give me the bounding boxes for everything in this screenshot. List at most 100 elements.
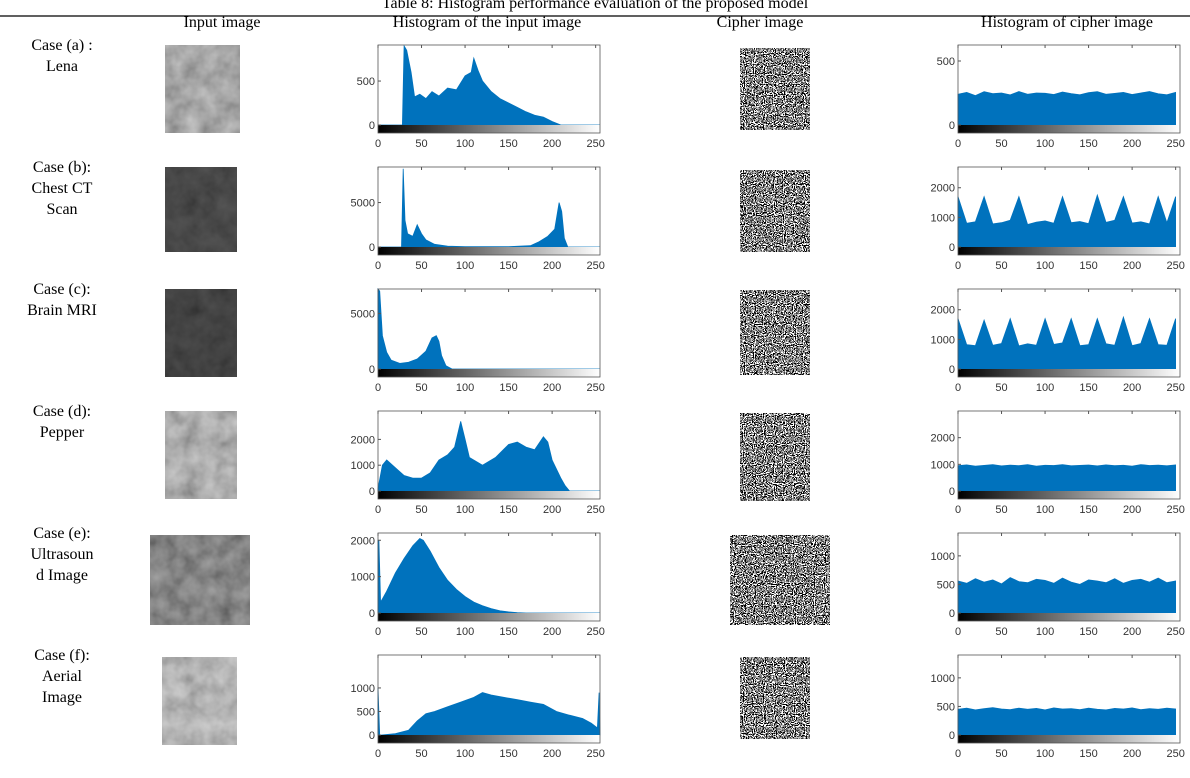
histogram-area [957, 193, 1176, 248]
y-tick-label: 0 [369, 608, 375, 620]
x-tick-label: 200 [1123, 260, 1141, 272]
x-tick-label: 50 [995, 626, 1007, 638]
x-tick-label: 200 [543, 138, 561, 150]
x-tick-label: 150 [1079, 382, 1097, 394]
y-tick-label: 0 [369, 364, 375, 376]
colorbar [378, 125, 600, 133]
colorbar [958, 247, 1180, 255]
x-tick-label: 250 [586, 748, 604, 760]
column-header: Input image [184, 14, 261, 31]
x-tick-label: 200 [1123, 138, 1141, 150]
cipher-image [740, 48, 810, 130]
x-tick-label: 100 [1036, 382, 1054, 394]
plot-frame [377, 44, 601, 134]
histogram-area [378, 44, 600, 126]
y-tick-label: 0 [949, 730, 955, 742]
x-tick-label: 50 [415, 748, 427, 760]
y-tick-label: 1000 [351, 683, 375, 695]
x-tick-label: 0 [375, 504, 381, 516]
cipher-image [740, 413, 810, 501]
x-tick-label: 0 [955, 138, 961, 150]
x-tick-label: 0 [955, 382, 961, 394]
row-label: Aerial [42, 668, 83, 685]
colorbar [378, 613, 600, 621]
x-tick-label: 50 [415, 138, 427, 150]
plot-frame [957, 410, 1181, 500]
y-tick-label: 2000 [931, 183, 955, 195]
plot-frame [377, 410, 601, 500]
x-tick-label: 0 [955, 748, 961, 760]
y-tick-label: 2000 [931, 305, 955, 317]
x-tick-label: 150 [499, 382, 517, 394]
colorbar [378, 247, 600, 255]
input-image-texture [162, 657, 237, 745]
x-tick-label: 50 [415, 382, 427, 394]
x-tick-label: 100 [1036, 748, 1054, 760]
y-tick-label: 1000 [931, 551, 955, 563]
plot-frame [957, 654, 1181, 744]
histogram-area [957, 707, 1176, 736]
x-tick-label: 100 [456, 260, 474, 272]
x-tick-label: 250 [586, 260, 604, 272]
input-image-texture [165, 411, 237, 499]
x-tick-label: 250 [1166, 748, 1184, 760]
x-tick-label: 200 [1123, 504, 1141, 516]
colorbar [378, 491, 600, 499]
x-tick-label: 150 [1079, 138, 1097, 150]
y-tick-label: 1000 [351, 460, 375, 472]
row-label: Case (a) : [31, 37, 92, 54]
colorbar [958, 491, 1180, 499]
x-tick-label: 250 [586, 138, 604, 150]
y-tick-label: 500 [357, 706, 375, 718]
row-label: Brain MRI [27, 302, 97, 319]
x-tick-label: 50 [995, 138, 1007, 150]
histogram-area [378, 168, 600, 248]
histogram-area [377, 538, 600, 614]
plot-frame [957, 166, 1181, 256]
y-tick-label: 500 [937, 579, 955, 591]
row-label: Case (b): [33, 159, 91, 176]
y-tick-label: 0 [369, 486, 375, 498]
colorbar [958, 735, 1180, 743]
x-tick-label: 0 [955, 504, 961, 516]
row-label: Ultrasoun [30, 546, 93, 563]
x-tick-label: 50 [995, 260, 1007, 272]
input-image-texture [150, 535, 250, 625]
plot-frame [377, 288, 601, 378]
x-tick-label: 200 [543, 260, 561, 272]
histogram-area [957, 315, 1176, 370]
x-tick-label: 200 [543, 382, 561, 394]
row-label: d Image [36, 567, 88, 584]
y-tick-label: 2000 [351, 434, 375, 446]
x-tick-label: 0 [375, 260, 381, 272]
x-tick-label: 150 [499, 138, 517, 150]
x-tick-label: 250 [1166, 138, 1184, 150]
cipher-image [740, 170, 810, 252]
x-tick-label: 200 [1123, 626, 1141, 638]
plot-frame [957, 532, 1181, 622]
plot-frame [377, 166, 601, 256]
row-label: Case (c): [33, 281, 90, 298]
y-tick-label: 0 [949, 364, 955, 376]
x-tick-label: 250 [586, 626, 604, 638]
histogram-area [377, 687, 601, 736]
x-tick-label: 50 [995, 504, 1007, 516]
x-tick-label: 100 [456, 626, 474, 638]
y-tick-label: 1000 [931, 334, 955, 346]
colorbar [958, 613, 1180, 621]
x-tick-label: 100 [456, 138, 474, 150]
input-image-texture [165, 167, 237, 252]
x-tick-label: 100 [456, 382, 474, 394]
row-label: Scan [46, 201, 77, 218]
x-tick-label: 150 [499, 504, 517, 516]
x-tick-label: 150 [1079, 260, 1097, 272]
x-tick-label: 0 [375, 382, 381, 394]
column-header: Cipher image [717, 14, 804, 31]
x-tick-label: 250 [1166, 504, 1184, 516]
column-header: Histogram of the input image [393, 14, 581, 31]
y-tick-label: 2000 [351, 535, 375, 547]
x-tick-label: 150 [1079, 748, 1097, 760]
x-tick-label: 150 [499, 626, 517, 638]
x-tick-label: 100 [456, 504, 474, 516]
colorbar [378, 735, 600, 743]
